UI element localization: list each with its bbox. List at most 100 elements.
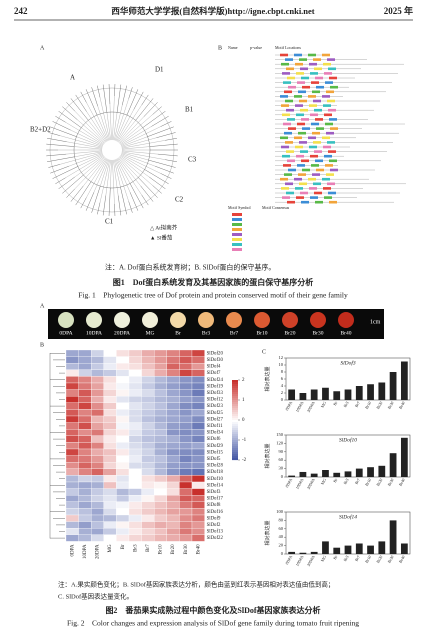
- motif-block: [299, 58, 307, 61]
- bar: [355, 386, 363, 400]
- heat-cell: [91, 382, 104, 390]
- heat-cell: [116, 363, 130, 370]
- fruit: [338, 312, 354, 328]
- bar: [299, 552, 307, 554]
- heat-cell: [141, 528, 155, 535]
- gene-label: SlDof19: [207, 384, 224, 389]
- motif-block: [309, 145, 317, 149]
- motif-block: [294, 53, 302, 57]
- heat-cell: [166, 488, 180, 496]
- tree-branch: [116, 109, 134, 142]
- heat-cell: [91, 521, 104, 529]
- x-tick-label: Br30: [386, 400, 394, 409]
- heat-cell: [179, 468, 193, 476]
- motif-block: [301, 118, 309, 121]
- heat-cell: [65, 468, 79, 476]
- stage-label: Br: [121, 544, 126, 549]
- heat-cell: [179, 488, 193, 496]
- heat-cell: [166, 508, 180, 516]
- heat-cell: [116, 389, 130, 397]
- bar: [367, 384, 374, 400]
- motif-swatch: [232, 213, 242, 216]
- heat-cell: [128, 429, 142, 436]
- heat-cell: [154, 462, 167, 469]
- heat-cell: [191, 363, 205, 370]
- panel-label: A: [40, 303, 45, 309]
- heat-cell: [91, 514, 104, 522]
- fruit: [86, 312, 102, 328]
- bar: [400, 437, 408, 477]
- motif-swatch: [232, 243, 242, 246]
- y-tick-label: 80: [279, 517, 284, 522]
- panel-label: A: [40, 45, 45, 51]
- x-tick-label: Br40: [398, 477, 406, 486]
- page-number: 242: [14, 6, 28, 16]
- motif-block: [330, 85, 338, 89]
- motif-block: [322, 177, 330, 181]
- colorbar-step: [232, 444, 238, 447]
- motif-block: [322, 53, 330, 57]
- motif-block: [313, 58, 321, 61]
- heat-cell: [191, 514, 205, 522]
- fruit: [58, 312, 74, 328]
- heat-cell: [78, 501, 92, 509]
- heat-cell: [128, 481, 142, 489]
- x-tick-label: 10DPA: [294, 400, 304, 413]
- heat-cell: [91, 455, 104, 463]
- motif-block: [316, 127, 324, 130]
- heat-cell: [116, 514, 130, 522]
- tree-branch: [135, 98, 154, 121]
- motif-swatch: [232, 218, 242, 221]
- heat-cell: [65, 429, 79, 436]
- tree-branch: [121, 140, 166, 149]
- bar: [378, 382, 386, 400]
- heat-cell: [65, 349, 79, 357]
- x-tick-label: Br10: [364, 554, 372, 563]
- tree-branch: [141, 94, 149, 106]
- motif-block: [300, 191, 308, 195]
- fruit: [142, 312, 158, 328]
- heat-cell: [141, 508, 155, 516]
- heat-cell: [91, 349, 104, 357]
- colorbar-step: [232, 442, 238, 445]
- motif-block: [287, 159, 295, 163]
- gene-label: SlDof34: [207, 431, 224, 436]
- heat-cell: [128, 442, 142, 450]
- tree-branch: [120, 155, 145, 170]
- heat-cell: [128, 448, 142, 456]
- heat-cell: [179, 382, 193, 390]
- heat-cell: [91, 356, 104, 364]
- motif-block: [281, 62, 289, 66]
- heat-cell: [141, 501, 155, 509]
- motif-block: [325, 164, 333, 167]
- heat-cell: [191, 415, 205, 423]
- bar: [310, 551, 318, 554]
- scale-label: 1cm: [370, 319, 381, 325]
- heat-cell: [154, 448, 167, 456]
- heat-cell: [78, 409, 92, 417]
- heat-cell: [78, 435, 92, 443]
- heat-cell: [166, 455, 180, 463]
- motif-block: [294, 136, 302, 140]
- heat-cell: [103, 462, 117, 469]
- bar: [344, 471, 352, 477]
- tree-branch: [147, 126, 174, 137]
- heat-cell: [91, 508, 104, 516]
- legend-item: ▲ Sl番茄: [150, 233, 173, 241]
- tree-branch: [165, 138, 177, 141]
- heat-cell: [128, 415, 142, 423]
- heat-cell: [191, 429, 205, 436]
- heat-cell: [103, 475, 117, 483]
- motif-block: [282, 72, 290, 75]
- heat-cell: [78, 402, 92, 410]
- tree-branch: [165, 159, 177, 162]
- motif-block: [312, 131, 320, 135]
- bar: [400, 543, 408, 554]
- gene-label: SlDof12: [207, 398, 224, 403]
- motif-block: [324, 154, 332, 158]
- gene-label: SlDof8: [207, 503, 221, 508]
- heat-cell: [141, 468, 155, 476]
- motif-block: [314, 150, 322, 153]
- motif-block: [281, 104, 289, 107]
- motif-block: [300, 67, 308, 71]
